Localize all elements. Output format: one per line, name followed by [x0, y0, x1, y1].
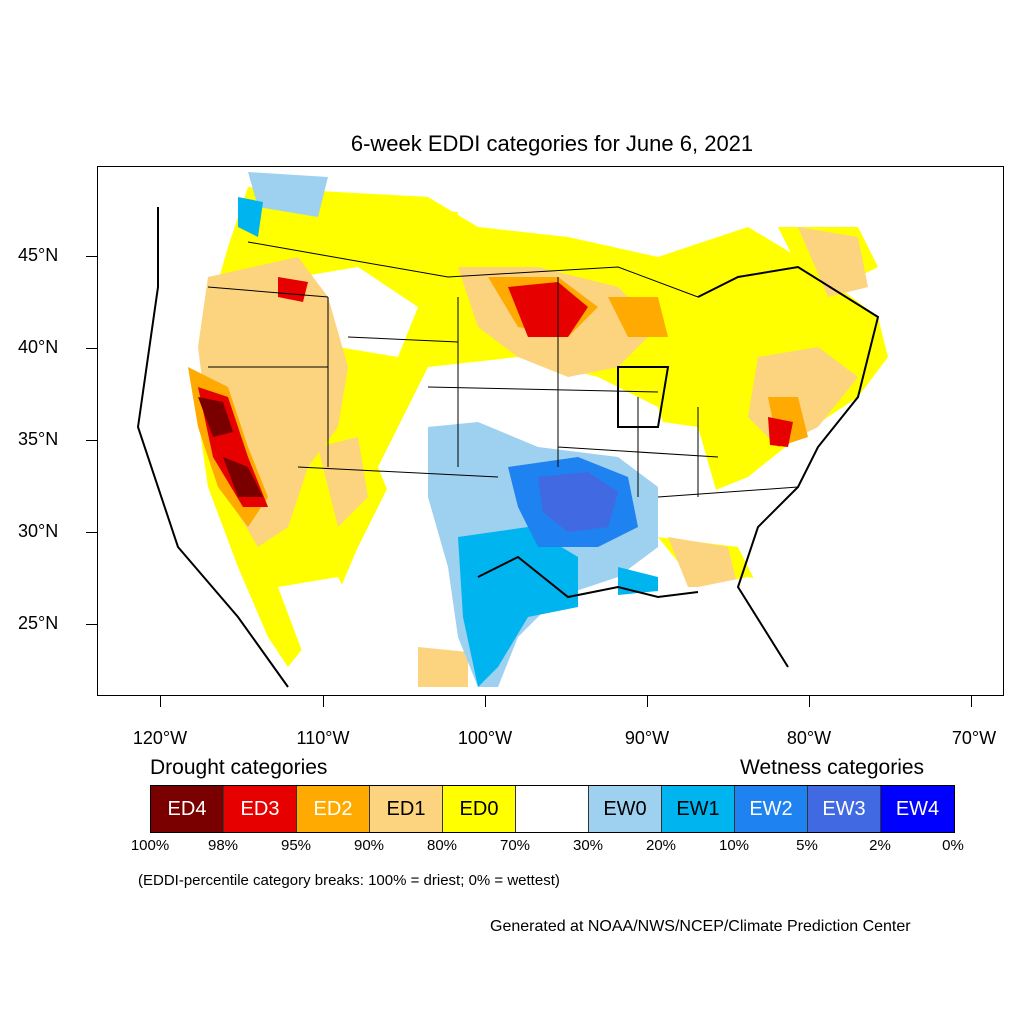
percentile-label: 95% — [280, 837, 312, 854]
map-panel — [97, 166, 1004, 696]
legend-box-ew2: EW2 — [735, 786, 808, 832]
percentile-label: 10% — [718, 837, 750, 854]
lat-label-45: 45°N — [18, 245, 59, 265]
lon-tick — [971, 696, 972, 707]
percentile-label: 98% — [207, 837, 239, 854]
percentile-label: 0% — [942, 837, 964, 854]
lon-label-80: 80°W — [786, 728, 832, 748]
percentile-label: 100% — [130, 837, 170, 854]
chart-title: 6-week EDDI categories for June 6, 2021 — [350, 131, 754, 156]
lon-label-110: 110°W — [296, 728, 350, 748]
legend-box-ew0: EW0 — [589, 786, 662, 832]
drought-heading: Drought categories — [150, 756, 328, 779]
percentile-label: 20% — [645, 837, 677, 854]
lon-label-90: 90°W — [624, 728, 670, 748]
legend-box-ed0: ED0 — [443, 786, 516, 832]
lon-tick — [809, 696, 810, 707]
legend-colorbar: ED4 ED3 ED2 ED1 ED0 EW0 EW1 EW2 EW3 EW4 — [150, 785, 955, 833]
lat-tick — [86, 532, 97, 533]
lat-label-30: 30°N — [18, 521, 59, 541]
lat-label-35: 35°N — [18, 429, 59, 449]
legend-box-ew3: EW3 — [808, 786, 881, 832]
lat-tick — [86, 348, 97, 349]
legend-box-ed3: ED3 — [224, 786, 297, 832]
credit-text: Generated at NOAA/NWS/NCEP/Climate Predi… — [490, 918, 911, 935]
lat-label-40: 40°N — [18, 337, 59, 357]
lat-tick — [86, 624, 97, 625]
legend-box-ew4: EW4 — [881, 786, 954, 832]
lon-label-120: 120°W — [132, 728, 188, 748]
wetness-heading: Wetness categories — [740, 756, 925, 779]
legend-box-ed1: ED1 — [370, 786, 443, 832]
percentile-label: 70% — [499, 837, 531, 854]
percentile-label: 30% — [572, 837, 604, 854]
percentile-label: 90% — [353, 837, 385, 854]
legend-box-ed2: ED2 — [297, 786, 370, 832]
lon-tick — [323, 696, 324, 707]
category-note: (EDDI-percentile category breaks: 100% =… — [138, 872, 560, 889]
outside-mask — [98, 167, 1003, 695]
ew3-region — [538, 472, 618, 532]
lat-tick — [86, 440, 97, 441]
legend-box-normal — [516, 786, 589, 832]
boundaries — [136, 207, 880, 688]
percentile-label: 5% — [796, 837, 818, 854]
lat-tick — [86, 256, 97, 257]
lon-tick — [160, 696, 161, 707]
lon-tick — [647, 696, 648, 707]
legend-box-ed4: ED4 — [151, 786, 224, 832]
lon-tick — [485, 696, 486, 707]
eddi-map — [98, 167, 1003, 695]
lat-label-25: 25°N — [18, 613, 59, 633]
percentile-label: 2% — [869, 837, 891, 854]
lon-label-70: 70°W — [951, 728, 997, 748]
lon-label-100: 100°W — [457, 728, 513, 748]
legend-box-ew1: EW1 — [662, 786, 735, 832]
percentile-label: 80% — [426, 837, 458, 854]
